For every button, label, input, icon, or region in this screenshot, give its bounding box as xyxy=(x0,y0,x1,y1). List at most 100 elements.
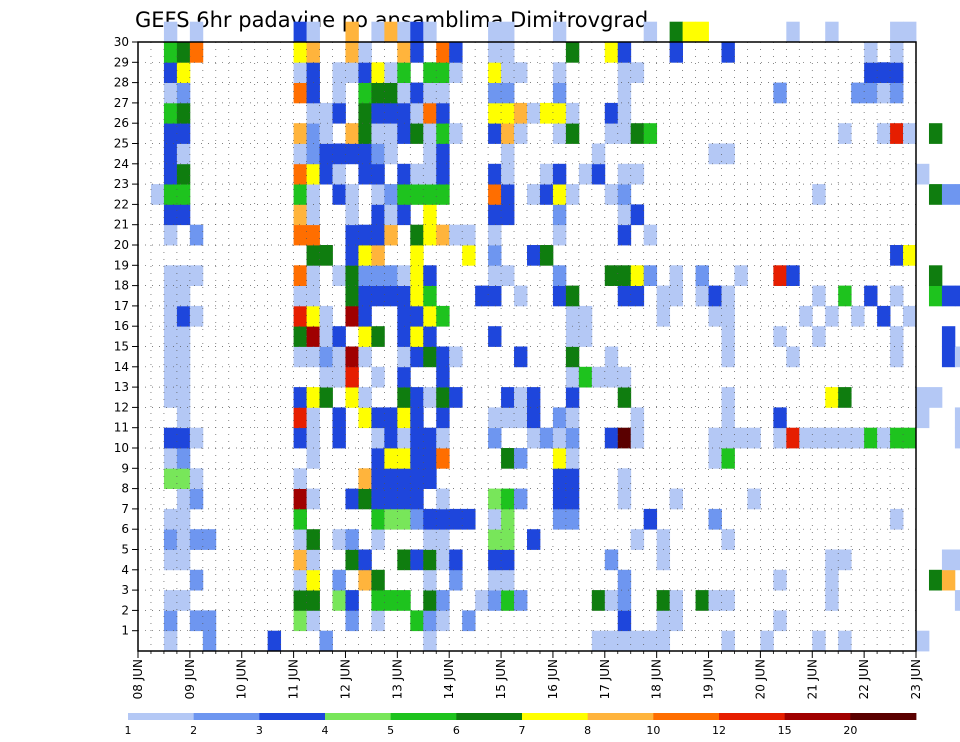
heatmap-cell xyxy=(501,163,515,185)
heatmap-cell xyxy=(332,163,346,185)
heatmap-cell xyxy=(397,366,411,388)
heatmap-cell xyxy=(423,204,437,226)
heatmap-cell xyxy=(501,143,515,165)
heatmap-cell xyxy=(514,123,528,144)
heatmap-cell xyxy=(189,21,204,43)
heatmap-cell xyxy=(941,184,956,205)
heatmap-cell xyxy=(176,346,191,368)
x-tick-label: 08 JUN xyxy=(131,659,145,699)
heatmap-cell xyxy=(189,468,204,489)
heatmap-cell xyxy=(293,285,307,307)
heatmap-cell xyxy=(604,265,619,286)
y-tick-label: 9 xyxy=(121,461,129,475)
heatmap-cell xyxy=(552,82,567,104)
heatmap-cell xyxy=(202,610,217,632)
x-tick-label: 18 JUN xyxy=(650,659,664,699)
heatmap-cell xyxy=(293,326,307,347)
heatmap-cell xyxy=(656,285,671,307)
heatmap-cell xyxy=(721,630,735,652)
y-tick-label: 22 xyxy=(114,197,129,211)
colorbar-segment xyxy=(390,713,457,720)
heatmap-cell xyxy=(293,42,307,63)
heatmap-cell xyxy=(410,184,424,205)
y-tick-label: 24 xyxy=(114,157,129,171)
heatmap-cell xyxy=(449,387,463,408)
heatmap-cell xyxy=(384,224,398,246)
colorbar-label: 1 xyxy=(125,724,132,737)
heatmap-cell xyxy=(306,427,320,449)
heatmap-cell xyxy=(384,285,398,307)
heatmap-cell xyxy=(708,448,722,469)
heatmap-cell xyxy=(617,427,632,449)
heatmap-cell xyxy=(501,448,515,469)
heatmap-cell xyxy=(552,448,567,469)
heatmap-cell xyxy=(617,366,632,388)
heatmap-cell xyxy=(864,82,878,104)
x-tick-label: 09 JUN xyxy=(183,659,197,699)
heatmap-cell xyxy=(371,285,385,307)
colorbar-label: 5 xyxy=(387,724,394,737)
heatmap-cell xyxy=(682,21,696,43)
heatmap-cell xyxy=(397,163,411,185)
heatmap-cell xyxy=(708,285,722,307)
heatmap-cell xyxy=(397,285,411,307)
y-tick-label: 1 xyxy=(121,624,129,638)
heatmap-cell xyxy=(410,265,424,286)
heatmap-cell xyxy=(163,448,178,469)
heatmap-cell xyxy=(838,549,852,571)
heatmap-cell xyxy=(695,285,709,307)
heatmap-cell xyxy=(552,21,567,43)
heatmap-cell xyxy=(345,529,359,550)
heatmap-cell xyxy=(371,508,385,530)
heatmap-cell xyxy=(539,245,554,266)
heatmap-cell xyxy=(488,427,502,449)
heatmap-cell xyxy=(462,508,476,530)
heatmap-cell xyxy=(306,326,320,347)
heatmap-cell xyxy=(371,326,385,347)
heatmap-cell xyxy=(851,82,865,104)
heatmap-cell xyxy=(176,163,191,185)
heatmap-cell xyxy=(306,610,320,632)
heatmap-cell xyxy=(877,62,891,83)
heatmap-cell xyxy=(565,42,580,63)
heatmap-cell xyxy=(527,184,541,205)
heatmap-cell xyxy=(371,123,385,144)
colorbar-segment xyxy=(456,713,523,720)
heatmap-cell xyxy=(358,387,372,408)
heatmap-cells xyxy=(150,21,960,652)
heatmap-cell xyxy=(669,610,683,632)
heatmap-cell xyxy=(604,590,619,611)
y-tick-label: 20 xyxy=(114,238,129,252)
heatmap-cell xyxy=(812,184,826,205)
heatmap-cell xyxy=(319,143,333,165)
heatmap-cell xyxy=(501,21,515,43)
heatmap-cell xyxy=(345,590,359,611)
x-tick-label: 12 JUN xyxy=(338,659,352,699)
y-tick-label: 13 xyxy=(114,380,129,394)
heatmap-cell xyxy=(306,488,320,510)
heatmap-cell xyxy=(617,224,632,246)
heatmap-cell xyxy=(176,102,191,124)
y-tick-label: 15 xyxy=(114,340,129,354)
heatmap-cell xyxy=(397,204,411,226)
heatmap-cell xyxy=(358,102,372,124)
heatmap-cell xyxy=(773,82,787,104)
heatmap-cell xyxy=(163,630,178,652)
heatmap-cell xyxy=(293,224,307,246)
heatmap-cell xyxy=(176,123,191,144)
heatmap-cell xyxy=(565,102,580,124)
heatmap-cell xyxy=(488,549,502,571)
heatmap-cell xyxy=(410,245,424,266)
heatmap-cell xyxy=(345,346,359,368)
heatmap-cell xyxy=(293,265,307,286)
heatmap-cell xyxy=(462,224,476,246)
heatmap-cell xyxy=(332,184,346,205)
heatmap-cell xyxy=(514,488,528,510)
heatmap-cell xyxy=(591,366,606,388)
colorbar-label: 7 xyxy=(519,724,526,737)
heatmap-cell xyxy=(319,326,333,347)
heatmap-cell xyxy=(384,143,398,165)
heatmap-cell xyxy=(851,427,865,449)
heatmap-cell xyxy=(488,123,502,144)
heatmap-cell xyxy=(293,123,307,144)
